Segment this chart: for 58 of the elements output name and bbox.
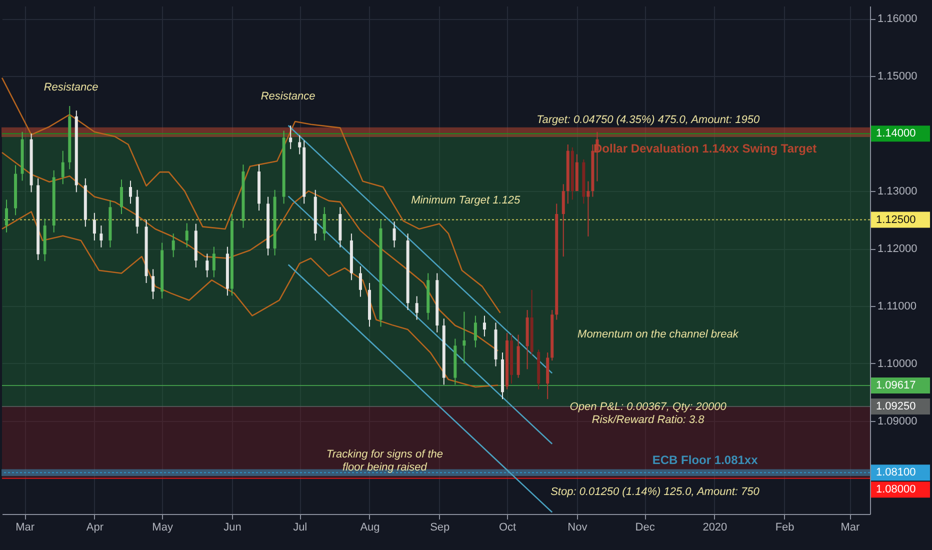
x-tick-label: Dec bbox=[635, 522, 656, 534]
x-tick-label: Oct bbox=[498, 522, 516, 534]
x-tick-label: May bbox=[152, 522, 174, 534]
x-tick-label: Aug bbox=[360, 522, 380, 534]
ref-line-label: 1.08000 bbox=[876, 484, 916, 496]
annotation: Minimum Target 1.125 bbox=[411, 194, 521, 206]
candlestick bbox=[322, 206, 326, 241]
x-tick-label: Jul bbox=[293, 522, 308, 534]
y-tick-label: 1.10000 bbox=[878, 358, 918, 370]
candlestick bbox=[5, 199, 8, 233]
candlestick bbox=[212, 246, 216, 278]
candlestick bbox=[415, 296, 418, 320]
y-tick-label: 1.16000 bbox=[878, 13, 918, 26]
candlestick bbox=[206, 253, 209, 278]
band-label: ECB Floor 1.081xx bbox=[652, 452, 758, 467]
candlestick bbox=[392, 221, 396, 248]
candlestick bbox=[100, 225, 103, 248]
candlestick bbox=[120, 179, 123, 215]
candlestick bbox=[462, 311, 466, 364]
candlestick bbox=[61, 150, 64, 185]
ref-line-label: 1.14000 bbox=[876, 128, 916, 140]
x-tick-label: Mar bbox=[16, 522, 35, 534]
line-series bbox=[1, 211, 499, 388]
annotation: Momentum on the channel break bbox=[578, 328, 739, 340]
x-tick-label: 2020 bbox=[702, 522, 728, 534]
x-tick-label: Nov bbox=[568, 522, 588, 534]
ref-line-label: 1.09250 bbox=[876, 400, 916, 413]
y-tick-label: 1.12000 bbox=[878, 243, 918, 256]
candlestick bbox=[586, 180, 590, 237]
y-tick-label: 1.15000 bbox=[878, 70, 918, 83]
candlestick bbox=[92, 212, 96, 241]
candlestick bbox=[562, 184, 565, 258]
y-tick-label: 1.13000 bbox=[878, 186, 918, 198]
x-tick-label: Apr bbox=[86, 522, 104, 534]
x-tick-label: Feb bbox=[775, 522, 794, 534]
x-tick-label: Sep bbox=[430, 522, 450, 534]
annotation: Open P&L: 0.00367, Qty: 20000 Risk/Reward Ratio: 3.8 bbox=[570, 400, 728, 426]
y-tick-label: 1.09000 bbox=[878, 415, 918, 428]
y-tick-label: 1.11000 bbox=[878, 300, 916, 312]
candlestick bbox=[185, 222, 188, 248]
ref-line-label: 1.08100 bbox=[876, 466, 916, 479]
ref-line-label: 1.12500 bbox=[876, 214, 916, 226]
candlestick bbox=[289, 125, 292, 150]
annotation: Tracking for signs of the floor being raised bbox=[326, 448, 443, 474]
candlestick bbox=[298, 134, 302, 155]
candlestick bbox=[172, 233, 175, 258]
annotation: Resistance bbox=[260, 90, 316, 102]
candlestick bbox=[482, 315, 486, 337]
annotation: Resistance bbox=[44, 81, 98, 94]
candlestick bbox=[474, 315, 477, 348]
candlestick bbox=[152, 268, 155, 300]
annotation: Target: 0.04750 (4.35%) 475.0, Amount: 1950 bbox=[536, 114, 760, 126]
ref-line-label: 1.09617 bbox=[876, 379, 916, 392]
x-tick-label: Jun bbox=[224, 522, 242, 534]
x-tick-label: Mar bbox=[840, 522, 860, 534]
annotation: Stop: 0.01250 (1.14%) 125.0, Amount: 750 bbox=[550, 486, 760, 498]
candlestick bbox=[358, 266, 362, 298]
candlestick bbox=[129, 180, 132, 204]
